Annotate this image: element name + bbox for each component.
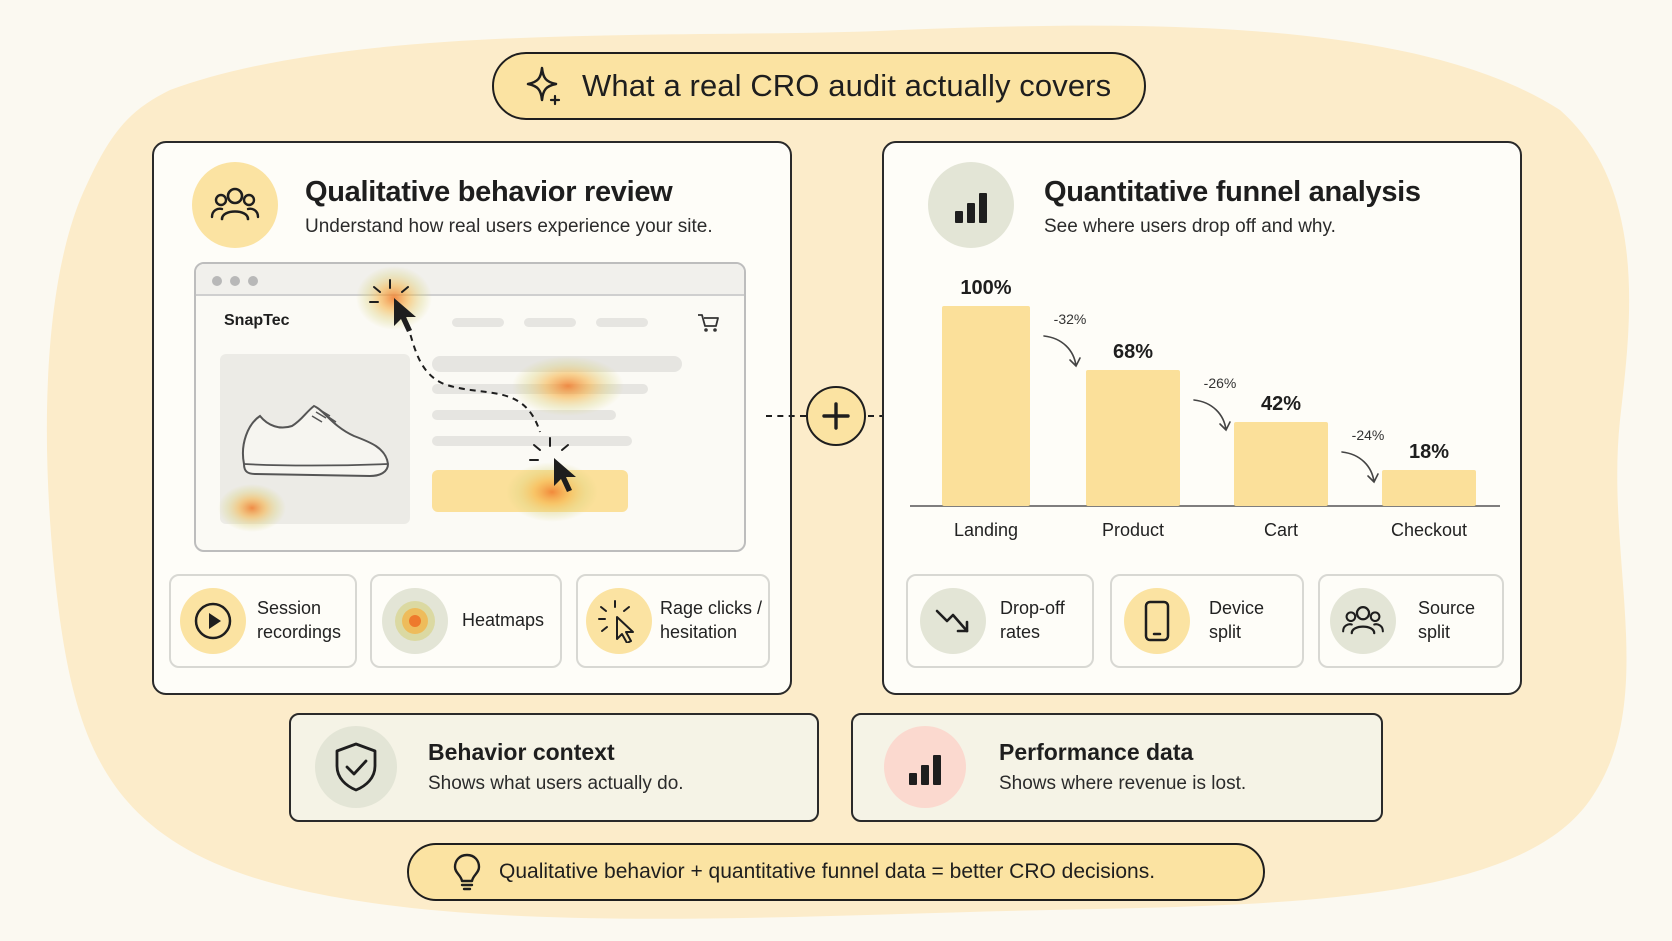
heat-spot (512, 356, 624, 416)
cart-icon (698, 314, 719, 332)
feature-label: Source split (1418, 598, 1476, 642)
sparkle-icon (526, 66, 561, 106)
behavior-context-title: Behavior context (428, 739, 615, 765)
phone-icon (1144, 600, 1170, 642)
feature-label: Session recordings (257, 598, 342, 642)
category-label: Cart (1264, 520, 1298, 540)
performance-data-title: Performance data (999, 739, 1194, 765)
heat-spot (218, 484, 286, 532)
bar-value-label: 18% (1409, 441, 1449, 463)
play-icon (194, 602, 232, 640)
plus-icon (822, 402, 850, 430)
text-line (432, 410, 616, 420)
users-icon-circle (192, 162, 278, 248)
heatmap-icon (395, 601, 435, 641)
drop-off-label: -32% (1054, 311, 1087, 327)
drop-off-arrow (1193, 399, 1231, 432)
qualitative-subheading: Understand how real users experience you… (305, 216, 713, 237)
shoe-icon (242, 404, 390, 478)
product-image (220, 354, 410, 524)
drop-off-arrow (1341, 451, 1379, 484)
drop-off-label: -24% (1352, 427, 1385, 443)
brand-logo: SnapTec (224, 312, 290, 329)
performance-data-text: Shows where revenue is lost. (999, 773, 1247, 794)
shield-icon-circle (315, 726, 397, 808)
heatmap-overlay (218, 266, 624, 532)
bar-chart-icon (955, 193, 987, 223)
page-title: What a real CRO audit actually covers (582, 68, 1112, 103)
window-dot (230, 276, 240, 286)
bar-value-label: 100% (960, 277, 1011, 299)
title-banner: What a real CRO audit actually covers (492, 52, 1146, 120)
bar-chart-icon-circle (884, 726, 966, 808)
feature-label: Heatmaps (462, 610, 545, 630)
phone-icon-circle (1124, 588, 1190, 654)
funnel-chart: 100% Landing 68% Product 42% Cart 18% Checkout -… (910, 277, 1500, 540)
heatmap-icon-circle (382, 588, 448, 654)
browser-titlebar (196, 264, 744, 296)
category-label: Checkout (1391, 520, 1467, 540)
cursor-icon (394, 298, 416, 332)
heat-spot (506, 462, 598, 522)
plus-icon-circle (806, 386, 866, 446)
nav-line (452, 318, 504, 327)
bar-chart-icon (909, 755, 941, 785)
trend-down-icon (935, 609, 969, 633)
bar-value-label: 68% (1113, 341, 1153, 363)
users-icon (210, 187, 260, 221)
bar-value-label: 42% (1261, 393, 1301, 415)
lightbulb-icon (453, 853, 481, 891)
footer-text: Qualitative behavior + quantitative funn… (499, 860, 1156, 883)
text-line (432, 436, 632, 446)
funnel-bar-checkout (1382, 470, 1476, 506)
nav-line (524, 318, 576, 327)
window-dot (212, 276, 222, 286)
behavior-context-text: Shows what users actually do. (428, 773, 684, 794)
users-icon-circle (1330, 588, 1396, 654)
funnel-bar-product (1086, 370, 1180, 506)
browser-mockup: SnapTec (194, 262, 746, 552)
play-icon-circle (180, 588, 246, 654)
shield-check-icon (335, 742, 377, 792)
feature-label: Drop-off rates (1000, 598, 1065, 642)
nav-line (596, 318, 648, 327)
footer-banner: Qualitative behavior + quantitative funn… (407, 843, 1265, 901)
drop-off-label: -26% (1204, 375, 1237, 391)
qualitative-heading: Qualitative behavior review (305, 176, 673, 208)
click-icon-circle (586, 588, 652, 654)
drop-off-arrow (1043, 335, 1081, 368)
category-label: Landing (954, 520, 1018, 540)
window-dot (248, 276, 258, 286)
connector-dash-left (766, 415, 806, 417)
users-icon (1342, 606, 1384, 635)
bar-chart-icon-circle (928, 162, 1014, 248)
funnel-bar-cart (1234, 422, 1328, 506)
click-icon (598, 600, 634, 643)
trend-down-icon-circle (920, 588, 986, 654)
quantitative-heading: Quantitative funnel analysis (1044, 176, 1421, 208)
feature-label: Rage clicks / hesitation (660, 598, 763, 642)
feature-label: Device split (1209, 598, 1265, 642)
funnel-bar-landing (942, 306, 1030, 506)
quantitative-subheading: See where users drop off and why. (1044, 216, 1336, 237)
category-label: Product (1102, 520, 1164, 540)
cursor-icon (554, 458, 576, 492)
click-burst-icon (369, 279, 569, 461)
